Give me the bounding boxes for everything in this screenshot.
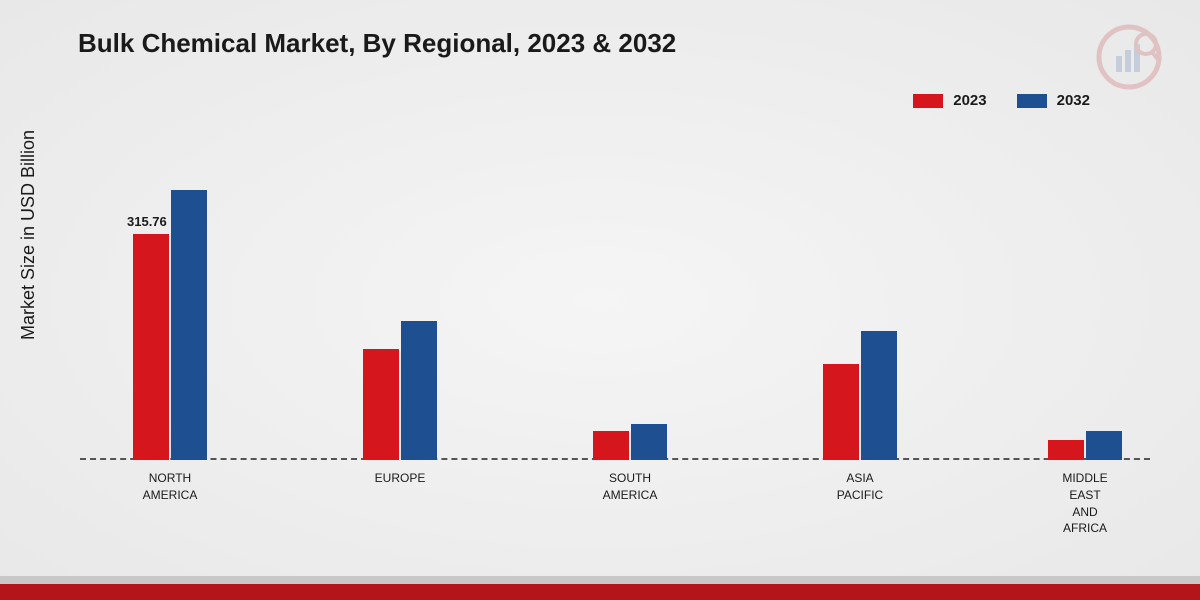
legend-label-2023: 2023	[953, 92, 986, 109]
bar-group	[1025, 431, 1145, 460]
legend-label-2032: 2032	[1057, 92, 1090, 109]
bar	[1086, 431, 1122, 460]
plot-area: 315.76	[80, 160, 1150, 460]
x-tick-label: ASIA PACIFIC	[800, 470, 920, 504]
x-tick-label: NORTH AMERICA	[110, 470, 230, 504]
footer-red-bar	[0, 584, 1200, 600]
bar-group	[340, 321, 460, 460]
bar	[363, 349, 399, 460]
legend-swatch-2023	[913, 94, 943, 108]
bar	[861, 331, 897, 460]
x-tick-label: SOUTH AMERICA	[570, 470, 690, 504]
legend-swatch-2032	[1017, 94, 1047, 108]
x-axis-labels: NORTH AMERICA EUROPE SOUTH AMERICA ASIA PAC…	[80, 470, 1150, 550]
bar	[593, 431, 629, 460]
x-tick-label: EUROPE	[340, 470, 460, 487]
y-axis-label: Market Size in USD Billion	[18, 130, 39, 340]
bar-group	[570, 424, 690, 460]
bar	[823, 364, 859, 460]
footer-gray-strip	[0, 576, 1200, 584]
watermark-logo	[1094, 22, 1164, 92]
bar-group: 315.76	[110, 190, 230, 460]
legend-item-2032: 2032	[1017, 92, 1090, 109]
bar-value-label: 315.76	[127, 214, 167, 229]
legend: 2023 2032	[913, 92, 1090, 109]
bar	[631, 424, 667, 460]
bar: 315.76	[133, 234, 169, 460]
chart-title: Bulk Chemical Market, By Regional, 2023 …	[78, 28, 676, 59]
bar	[401, 321, 437, 460]
x-tick-label: MIDDLE EAST AND AFRICA	[1025, 470, 1145, 537]
legend-item-2023: 2023	[913, 92, 986, 109]
bar	[1048, 440, 1084, 460]
bar	[171, 190, 207, 460]
bar-group	[800, 331, 920, 460]
